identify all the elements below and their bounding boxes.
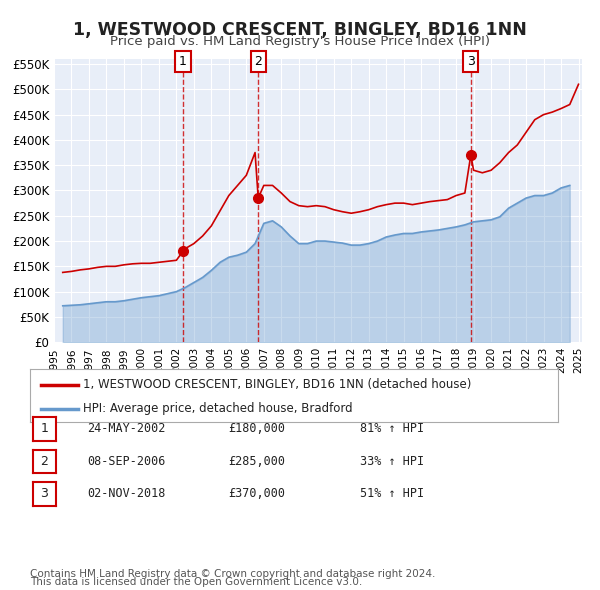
Text: £285,000: £285,000 — [228, 455, 285, 468]
Text: 1: 1 — [40, 422, 49, 435]
Text: Contains HM Land Registry data © Crown copyright and database right 2024.: Contains HM Land Registry data © Crown c… — [30, 569, 436, 579]
Text: 1: 1 — [179, 55, 187, 68]
Text: 2: 2 — [254, 55, 262, 68]
Text: 3: 3 — [40, 487, 49, 500]
Text: 24-MAY-2002: 24-MAY-2002 — [87, 422, 166, 435]
Text: 3: 3 — [467, 55, 475, 68]
Text: 33% ↑ HPI: 33% ↑ HPI — [360, 455, 424, 468]
Text: 51% ↑ HPI: 51% ↑ HPI — [360, 487, 424, 500]
Text: 08-SEP-2006: 08-SEP-2006 — [87, 455, 166, 468]
Text: £180,000: £180,000 — [228, 422, 285, 435]
Text: £370,000: £370,000 — [228, 487, 285, 500]
Text: HPI: Average price, detached house, Bradford: HPI: Average price, detached house, Brad… — [83, 402, 352, 415]
Text: 02-NOV-2018: 02-NOV-2018 — [87, 487, 166, 500]
Text: Price paid vs. HM Land Registry's House Price Index (HPI): Price paid vs. HM Land Registry's House … — [110, 35, 490, 48]
Text: This data is licensed under the Open Government Licence v3.0.: This data is licensed under the Open Gov… — [30, 577, 362, 587]
Text: 1, WESTWOOD CRESCENT, BINGLEY, BD16 1NN: 1, WESTWOOD CRESCENT, BINGLEY, BD16 1NN — [73, 21, 527, 39]
Text: 81% ↑ HPI: 81% ↑ HPI — [360, 422, 424, 435]
Text: 2: 2 — [40, 455, 49, 468]
Text: 1, WESTWOOD CRESCENT, BINGLEY, BD16 1NN (detached house): 1, WESTWOOD CRESCENT, BINGLEY, BD16 1NN … — [83, 378, 471, 391]
